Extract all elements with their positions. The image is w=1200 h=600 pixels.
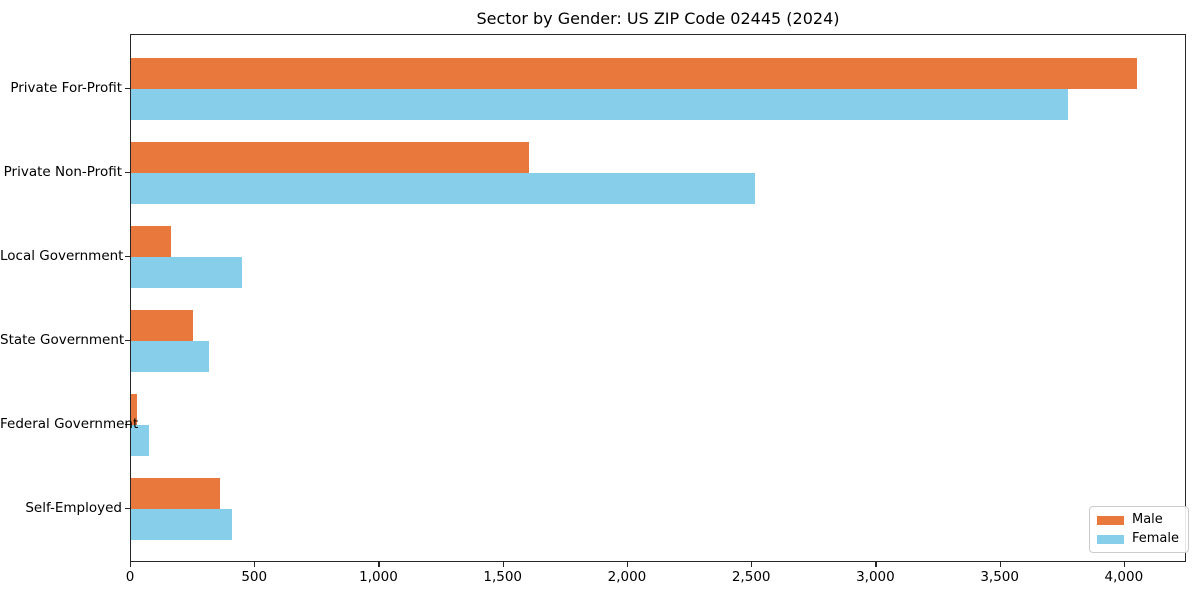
x-axis-tick — [751, 562, 753, 567]
x-axis-tick — [999, 562, 1001, 567]
bar-male-local-government — [131, 226, 171, 257]
y-axis-tick — [125, 172, 130, 174]
x-tick-label: 2,000 — [607, 569, 647, 585]
male-swatch-icon — [1097, 515, 1124, 525]
x-tick-label: 4,000 — [1104, 569, 1144, 585]
y-tick-label: Federal Government — [0, 416, 139, 432]
y-axis-tick — [125, 424, 130, 426]
x-tick-label: 1,500 — [483, 569, 523, 585]
x-axis-tick — [1123, 562, 1126, 567]
bar-female-federal-government — [131, 425, 150, 456]
x-tick-label: 3,500 — [980, 569, 1019, 585]
y-axis-tick — [125, 340, 130, 342]
y-tick-label: Private Non-Profit — [3, 164, 122, 180]
x-tick-label: 2,500 — [731, 569, 771, 585]
legend-item-male: Male — [1097, 513, 1179, 527]
chart-title: Sector by Gender: US ZIP Code 02445 (202… — [476, 9, 840, 28]
x-tick-label: 1,000 — [359, 569, 398, 585]
legend-item-female: Female — [1097, 532, 1179, 546]
bar-male-private-for-profit — [131, 58, 1138, 89]
legend: Male Female — [1089, 506, 1190, 553]
x-tick-label: 3,000 — [856, 569, 895, 585]
bar-male-state-government — [131, 310, 194, 341]
x-axis-tick — [502, 562, 504, 567]
x-axis-tick — [254, 562, 256, 567]
y-axis-tick — [125, 256, 130, 258]
y-tick-label: Local Government — [0, 248, 124, 264]
x-axis-tick — [626, 562, 629, 567]
bar-male-self-employed — [131, 478, 220, 509]
female-swatch-icon — [1097, 534, 1124, 544]
x-axis-tick — [875, 562, 877, 567]
legend-label-male: Male — [1132, 512, 1163, 527]
bar-female-private-non-profit — [131, 173, 755, 204]
bar-male-private-non-profit — [131, 142, 529, 173]
x-tick-label: 0 — [125, 569, 135, 585]
bar-male-federal-government — [131, 394, 138, 425]
x-axis-tick — [378, 562, 380, 567]
legend-label-female: Female — [1132, 531, 1180, 546]
bar-female-local-government — [131, 257, 242, 288]
y-tick-label: State Government — [0, 332, 125, 348]
bar-female-self-employed — [131, 509, 233, 540]
y-axis-tick — [125, 88, 130, 90]
y-axis-tick — [125, 508, 130, 510]
y-tick-label: Self-Employed — [25, 500, 122, 516]
plot-area — [130, 34, 1186, 562]
bar-female-private-for-profit — [131, 89, 1068, 120]
bar-female-state-government — [131, 341, 209, 372]
y-tick-label: Private For-Profit — [10, 80, 122, 96]
x-axis-tick — [130, 562, 132, 567]
x-tick-label: 500 — [241, 569, 268, 585]
